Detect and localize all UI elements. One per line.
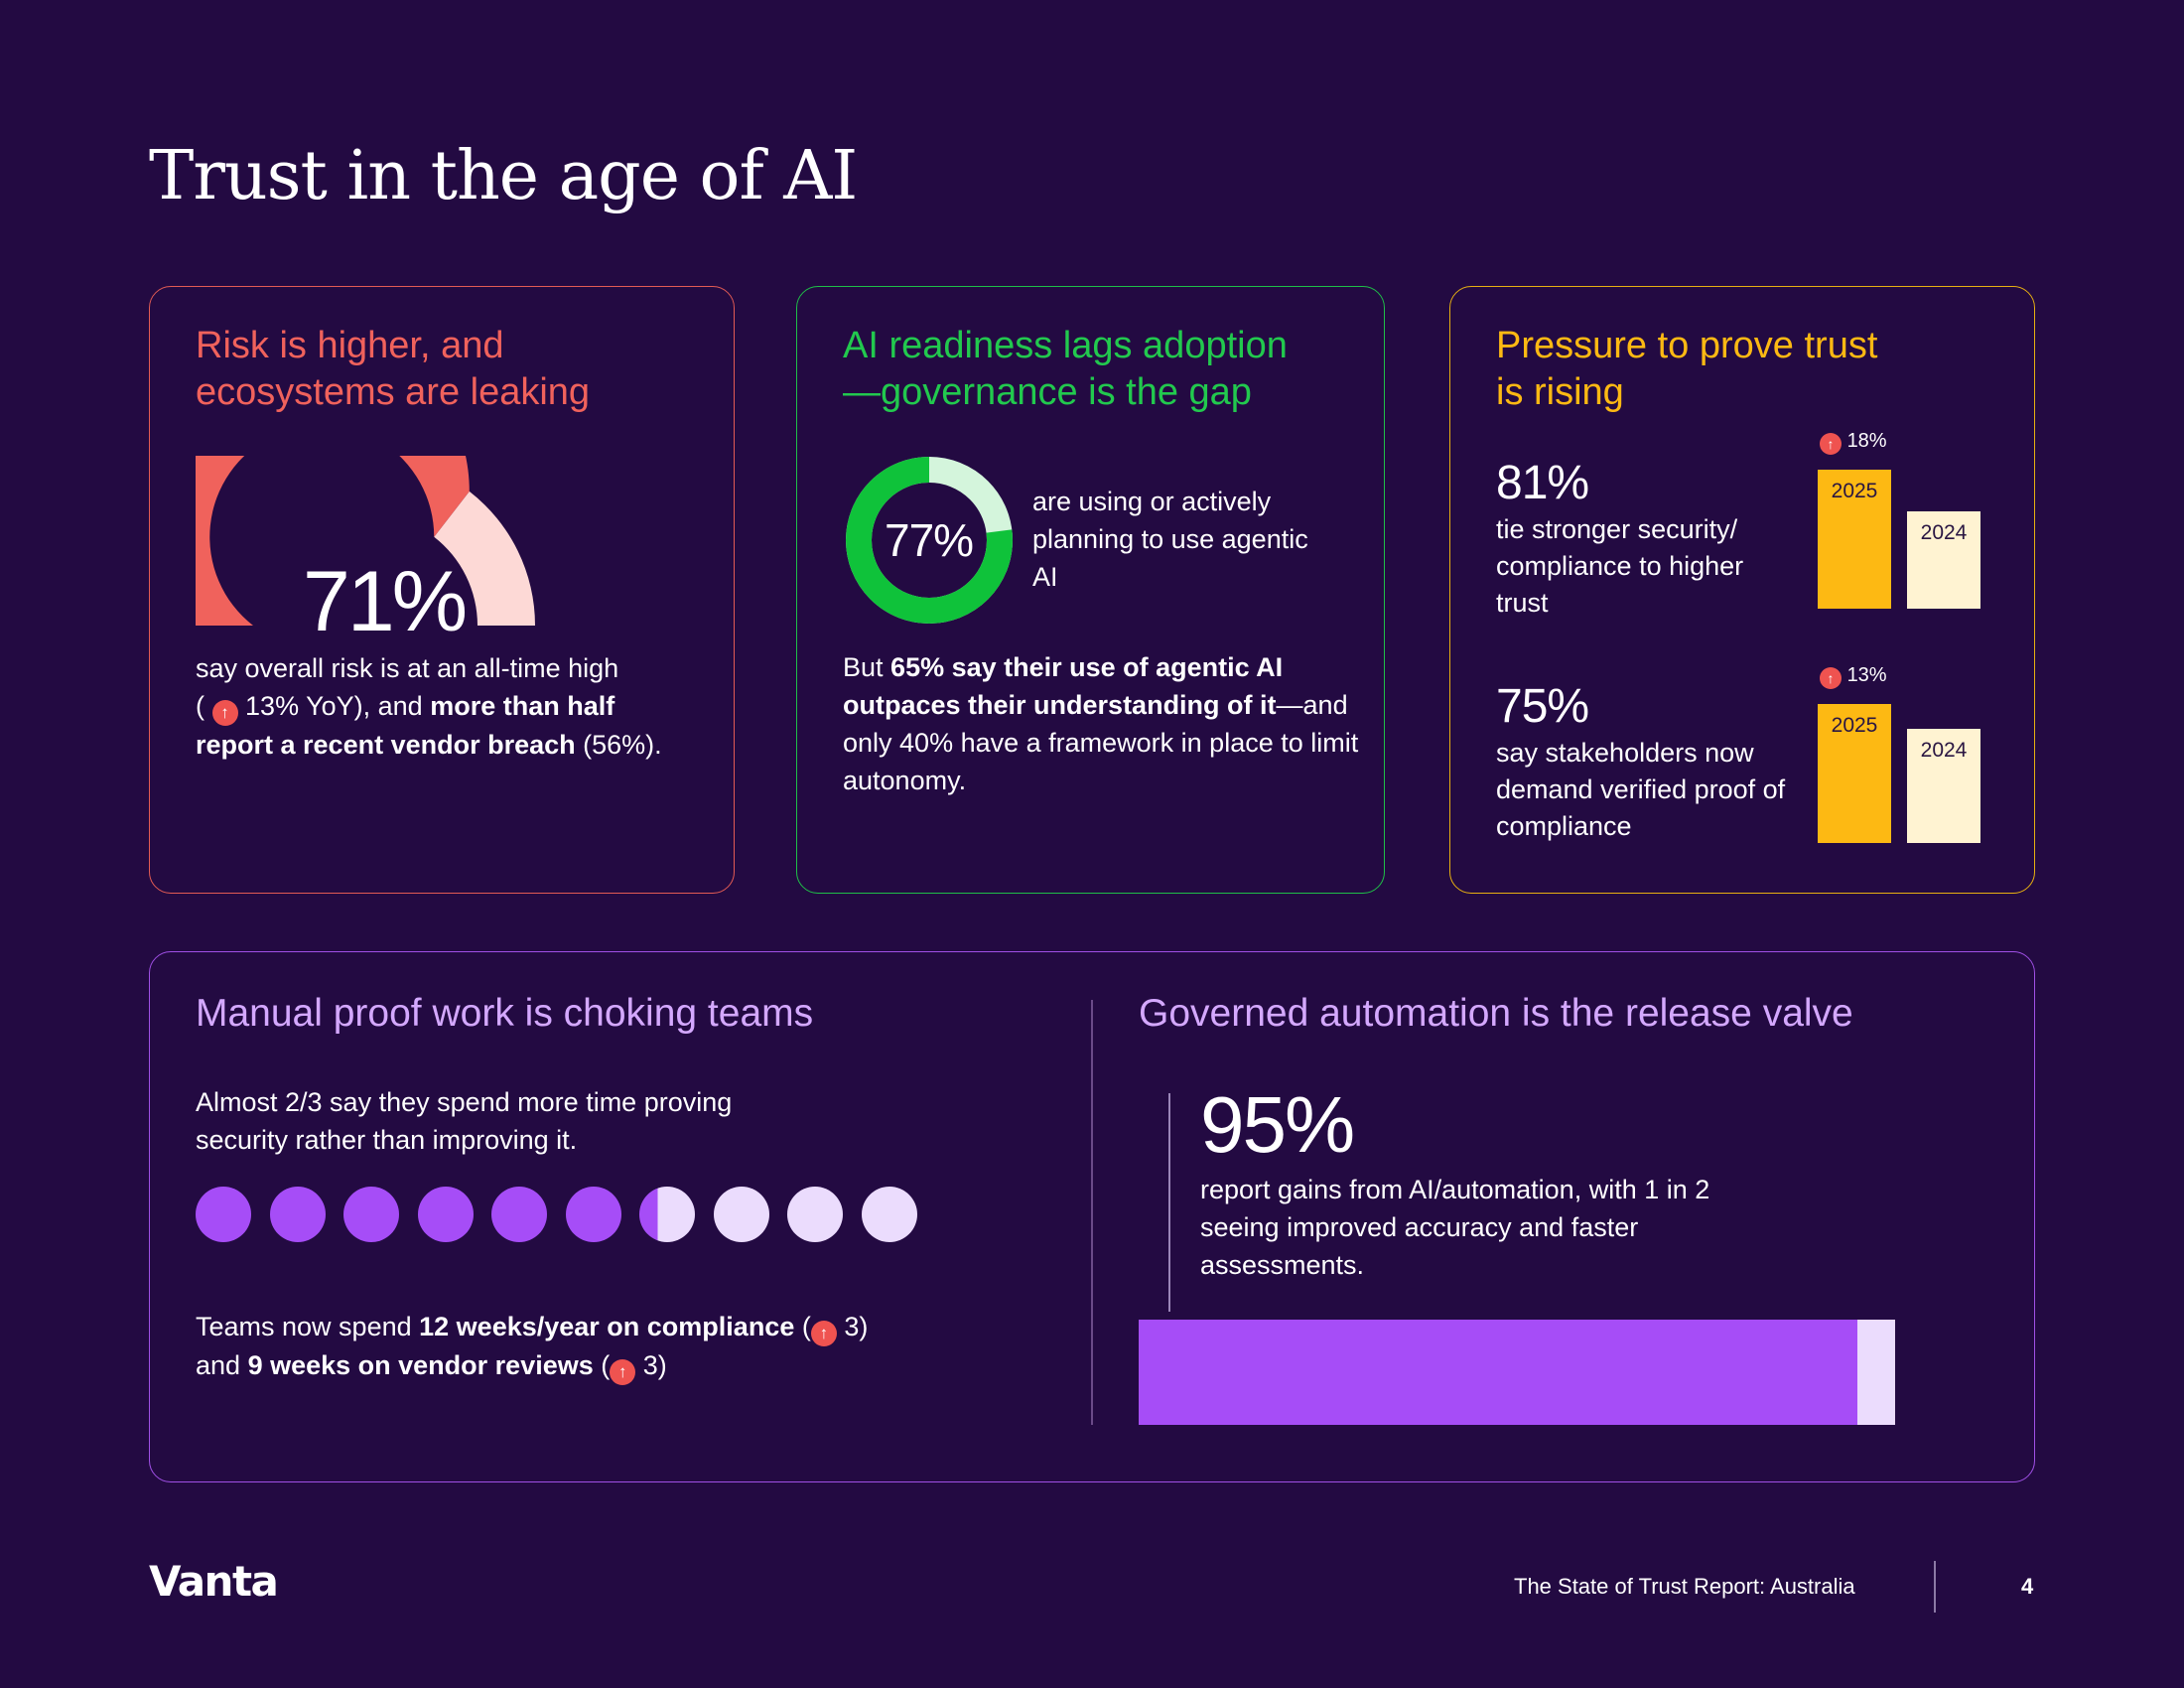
ai-text-bold: 65% say their use of agentic AI outpaces…: [843, 652, 1284, 720]
gauge-value: 71%: [303, 554, 468, 649]
dot: [491, 1187, 547, 1242]
footer-divider: [1934, 1561, 1936, 1613]
risk-text-part1: say overall risk is at an all-time high: [196, 653, 619, 683]
arrow-up-icon: ↑: [1820, 667, 1842, 689]
dot: [713, 1187, 769, 1242]
bar-2024-label: 2024: [1920, 521, 1968, 544]
gauge-remaining-arc: [434, 491, 535, 626]
ai-donut: [846, 457, 1013, 624]
vanta-logo: Vanta: [149, 1557, 279, 1606]
dot: [787, 1187, 843, 1242]
risk-text-bold2: report a recent vendor breach: [196, 730, 576, 760]
pressure-card-title: Pressure to prove trust is rising: [1496, 323, 1953, 416]
donut-value: 77%: [885, 514, 974, 566]
automation-title: Governed automation is the release valve: [1139, 992, 1853, 1035]
stat-description: tie stronger security/ compliance to hig…: [1496, 514, 1744, 618]
risk-title-line1: Risk is higher, and: [196, 325, 504, 366]
manual-proof-text: Almost 2/3 say they spend more time prov…: [196, 1087, 733, 1155]
bar-2025: 2025: [1818, 704, 1891, 843]
arrow-up-icon: ↑: [610, 1359, 636, 1385]
change-value: 18%: [1846, 430, 1887, 452]
automation-value: 95%: [1200, 1080, 1355, 1169]
stat-description: say stakeholders now demand verified pro…: [1496, 738, 1786, 841]
teams-bold1: 12 weeks/year on compliance: [419, 1312, 795, 1341]
stat-value: 81%: [1496, 457, 1589, 509]
pressure-title-line2: is rising: [1496, 371, 1624, 413]
stat-value: 75%: [1496, 680, 1589, 733]
teams-bold2: 9 weeks on vendor reviews: [247, 1350, 594, 1380]
automation-text: report gains from AI/automation, with 1 …: [1200, 1175, 1710, 1280]
risk-gauge: [196, 456, 535, 626]
risk-description: say overall risk is at an all-time high …: [196, 649, 712, 764]
bar-group-1: ↑ 18% 2025 2024: [1818, 430, 1986, 609]
ai-card-title: AI readiness lags adoption —governance i…: [843, 323, 1369, 416]
bar-2024-label: 2024: [1920, 739, 1968, 763]
section-divider: [1091, 1000, 1093, 1425]
risk-text-part2: 13% YoY), and: [245, 691, 423, 721]
bar-2024: 2024: [1907, 511, 1980, 609]
automation-accent-line: [1168, 1093, 1170, 1312]
dot: [417, 1187, 474, 1242]
bar-2024: 2024: [1907, 729, 1980, 843]
change-value: 13%: [1846, 664, 1887, 686]
ai-readiness-card: AI readiness lags adoption —governance i…: [796, 286, 1385, 894]
dot: [343, 1187, 399, 1242]
dot: [269, 1187, 326, 1242]
risk-card-title: Risk is higher, and ecosystems are leaki…: [196, 323, 692, 416]
ai-text-start: But: [843, 652, 884, 682]
ai-title-line1: AI readiness lags adoption: [843, 325, 1288, 366]
bottom-card: Manual proof work is choking teams Almos…: [149, 951, 2035, 1482]
bar-2025-label: 2025: [1831, 714, 1878, 737]
arrow-up-icon: ↑: [1820, 433, 1842, 455]
bar-change: ↑ 18%: [1820, 430, 1887, 455]
stat-block-1: 81% tie stronger security/ compliance to…: [1496, 456, 1794, 622]
teams-text-start: Teams now spend: [196, 1312, 412, 1341]
ai-title-line2: —governance is the gap: [843, 371, 1252, 413]
pressure-card: Pressure to prove trust is rising 81% ti…: [1449, 286, 2035, 894]
gauge-filled-arc: [196, 456, 470, 626]
page-title: Trust in the age of AI: [149, 137, 858, 215]
dot: [565, 1187, 621, 1242]
footer-report-title: The State of Trust Report: Australia: [1514, 1574, 1855, 1599]
pressure-title-line1: Pressure to prove trust: [1496, 325, 1878, 366]
teams-paren1: (: [801, 1312, 811, 1341]
teams-paren2: (: [601, 1350, 611, 1380]
teams-num1: 3): [844, 1312, 869, 1341]
risk-text-paren: (: [196, 691, 205, 721]
ai-text-end: —and only 40% have a framework in place …: [843, 690, 1359, 795]
dot: [861, 1187, 917, 1242]
risk-title-line2: ecosystems are leaking: [196, 371, 591, 413]
teams-text: Teams now spend 12 weeks/year on complia…: [196, 1308, 1010, 1385]
page-number: 4: [2021, 1574, 2034, 1599]
arrow-up-icon: ↑: [211, 700, 238, 726]
teams-and: and: [196, 1350, 241, 1380]
risk-text-end: (56%).: [583, 730, 662, 760]
bar-2025-label: 2025: [1831, 480, 1878, 502]
bar-2025: 2025: [1818, 470, 1891, 609]
donut-filled-arc: [846, 457, 1013, 624]
ai-description: But 65% say their use of agentic AI outp…: [843, 648, 1359, 799]
arrow-up-icon: ↑: [810, 1321, 837, 1346]
stat-block-2: 75% say stakeholders now demand verified…: [1496, 679, 1794, 845]
teams-num2: 3): [642, 1350, 667, 1380]
manual-proof-title: Manual proof work is choking teams: [196, 992, 814, 1035]
automation-bar: [1139, 1320, 1895, 1425]
risk-card: Risk is higher, and ecosystems are leaki…: [149, 286, 735, 894]
bar-group-2: ↑ 13% 2025 2024: [1818, 664, 1986, 843]
dot: [639, 1187, 695, 1242]
dot: [196, 1187, 251, 1242]
risk-text-bold1: more than half: [430, 691, 615, 721]
automation-bar-fill: [1139, 1320, 1857, 1425]
bar-change: ↑ 13%: [1820, 664, 1887, 689]
donut-label: are using or actively planning to use ag…: [1032, 487, 1308, 592]
